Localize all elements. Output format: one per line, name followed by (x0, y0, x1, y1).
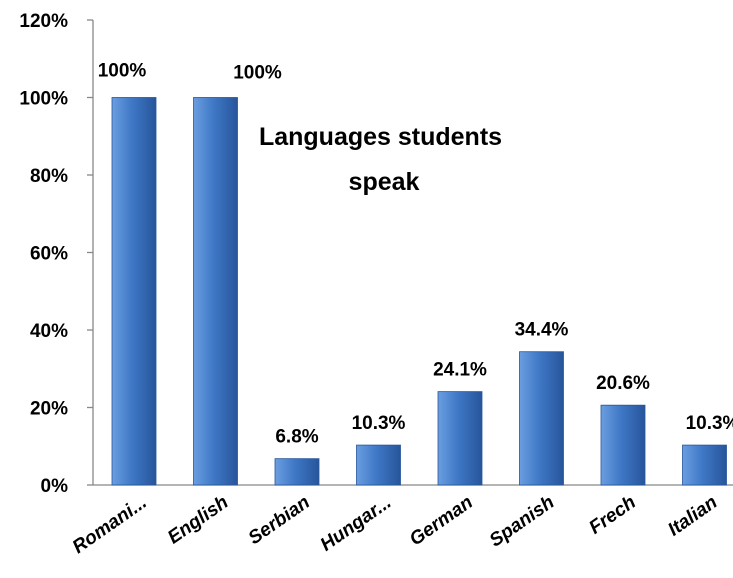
data-label: 10.3% (686, 413, 733, 434)
data-label: 6.8% (275, 427, 318, 448)
bar (111, 97, 157, 486)
x-tick-label: Serbian (245, 492, 314, 549)
y-tick-label: 120% (19, 11, 68, 32)
data-label: 34.4% (515, 320, 569, 341)
x-tick-label: Hungar... (317, 492, 396, 556)
chart-title: Languages students speak (259, 123, 509, 196)
y-axis-ticks: 0% 20% 40% 60% 80% 100% 120% (19, 11, 93, 497)
bar (193, 97, 238, 486)
x-tick-label: Spanish (486, 492, 559, 552)
bars (111, 97, 727, 486)
data-label: 20.6% (596, 373, 650, 394)
data-label: 24.1% (433, 360, 487, 381)
bar (437, 391, 483, 486)
data-label: 100% (233, 63, 282, 84)
chart-title-line-1: Languages students (259, 123, 502, 151)
x-tick-label: Frech (585, 492, 639, 539)
y-tick-label: 100% (19, 89, 68, 110)
x-tick-label: English (164, 492, 232, 549)
x-axis-labels: Romani... English Serbian Hungar... German Sp… (69, 492, 722, 558)
bar (274, 458, 320, 486)
x-tick-label: Romani... (69, 492, 151, 558)
bar (600, 404, 646, 486)
x-tick-label: German (406, 492, 477, 550)
x-tick-label: Italian (664, 492, 721, 541)
bar (682, 444, 727, 486)
data-label: 100% (98, 61, 147, 82)
y-tick-label: 40% (30, 321, 68, 342)
y-tick-label: 20% (30, 399, 68, 420)
bar (519, 351, 564, 486)
y-tick-label: 60% (30, 244, 68, 265)
y-tick-label: 80% (30, 166, 68, 187)
data-label: 10.3% (352, 413, 406, 434)
data-labels: 100% 100% 6.8% 10.3% 24.1% 34.4% 20.6% 10.3% (98, 61, 733, 448)
bar (356, 444, 401, 486)
y-tick-label: 0% (41, 476, 69, 497)
chart-title-line-2: speak (349, 168, 420, 196)
